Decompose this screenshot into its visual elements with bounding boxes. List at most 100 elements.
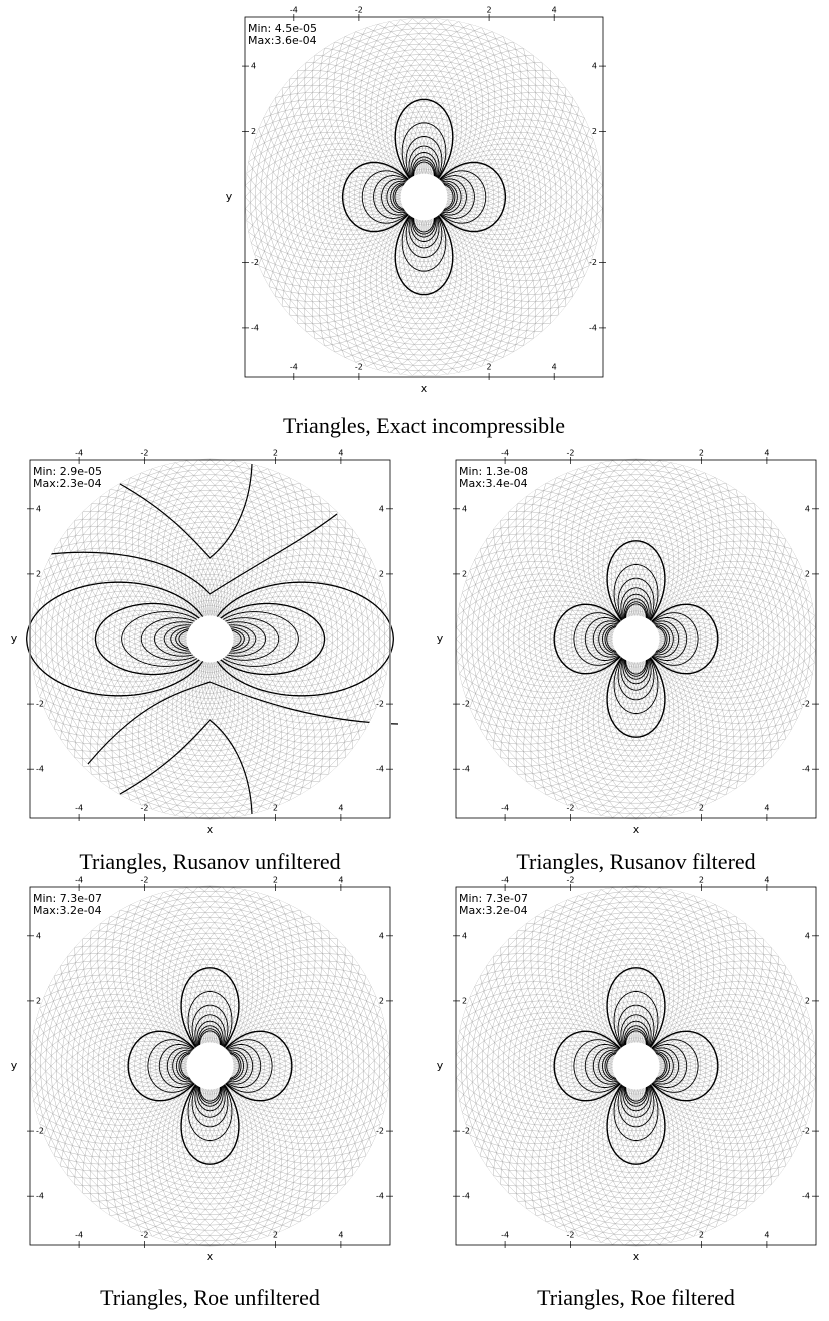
panel: -4 -4 -2 -2 2 2 4 4 4 4 2 2 -2 -2 -4 -4 x y Min: 7.3e-07Ma… <box>437 876 819 1310</box>
contour <box>119 719 253 815</box>
contour <box>147 991 273 1141</box>
contour <box>381 145 467 249</box>
x-tick-label: 4 <box>764 1231 769 1240</box>
x-tick-label: -2 <box>567 1231 575 1240</box>
panel: -4 -4 -2 -2 2 2 4 4 4 4 2 2 -2 -2 -4 -4 x y Min: 1.3e-08Ma… <box>437 449 819 874</box>
x-axis-label: x <box>421 382 428 395</box>
contour <box>573 991 699 1141</box>
contour <box>180 1030 240 1102</box>
max-label: Max:3.2e-04 <box>459 904 528 917</box>
outside-mask <box>455 459 817 819</box>
outside-mask <box>29 459 391 819</box>
y-tick-label: -4 <box>376 765 384 774</box>
y-tick-label: 2 <box>251 127 256 136</box>
contour <box>390 156 458 238</box>
contour <box>604 1028 668 1104</box>
x-tick-label: 4 <box>764 804 769 813</box>
y-tick-label: 4 <box>805 504 810 513</box>
x-tick-label: 2 <box>487 6 492 15</box>
contour <box>598 593 674 685</box>
outside-mask <box>29 886 391 1246</box>
x-axis-label: x <box>207 1250 214 1263</box>
x-tick-label: 4 <box>338 1231 343 1240</box>
frame <box>455 886 817 1246</box>
y-tick-label: -4 <box>802 765 810 774</box>
contour <box>373 136 475 258</box>
y-tick-label: 4 <box>462 504 467 513</box>
y-tick-label: -2 <box>802 1127 810 1136</box>
frame <box>244 16 604 378</box>
x-axis-label: x <box>207 823 214 836</box>
x-tick-label: 2 <box>273 876 278 885</box>
y-tick-label: -2 <box>36 1127 44 1136</box>
y-tick-label: 2 <box>36 996 41 1005</box>
panel: -4 -4 -2 -2 2 2 4 4 4 4 2 2 -2 -2 -4 -4 x y Min: 2.9e-05Ma… <box>11 449 399 874</box>
y-axis-label: y <box>11 1059 18 1072</box>
y-tick-label: 2 <box>805 569 810 578</box>
contour <box>573 564 699 714</box>
y-tick-label: -2 <box>462 1127 470 1136</box>
y-tick-label: 4 <box>805 931 810 940</box>
x-tick-label: 2 <box>273 804 278 813</box>
y-tick-label: 2 <box>36 569 41 578</box>
contour <box>341 98 507 296</box>
x-tick-label: -4 <box>501 876 509 885</box>
contour <box>158 1004 262 1128</box>
x-tick-label: -2 <box>567 876 575 885</box>
y-tick-label: 4 <box>36 931 41 940</box>
contour <box>602 598 670 680</box>
y-tick-label: 4 <box>379 931 384 940</box>
x-tick-label: 2 <box>487 363 492 372</box>
contour <box>584 1004 688 1128</box>
y-tick-label: -2 <box>589 258 597 267</box>
max-label: Max:3.2e-04 <box>33 904 102 917</box>
contour <box>121 611 299 667</box>
y-tick-label: -4 <box>376 1192 384 1201</box>
contour <box>394 161 454 233</box>
contour <box>598 1020 674 1112</box>
x-tick-label: -4 <box>290 6 298 15</box>
contour <box>392 159 456 235</box>
x-tick-label: -4 <box>75 449 83 458</box>
x-axis-label: x <box>633 1250 640 1263</box>
x-tick-label: -4 <box>290 363 298 372</box>
y-tick-label: 4 <box>251 62 256 71</box>
contour <box>166 1014 254 1118</box>
y-tick-label: -2 <box>36 700 44 709</box>
y-tick-label: -4 <box>251 323 259 332</box>
x-tick-label: 4 <box>338 876 343 885</box>
x-tick-label: 4 <box>338 449 343 458</box>
x-tick-label: -2 <box>141 876 149 885</box>
x-tick-label: -4 <box>75 1231 83 1240</box>
x-tick-label: -4 <box>501 1231 509 1240</box>
y-tick-label: 2 <box>462 996 467 1005</box>
min-label: Min: 7.3e-07 <box>33 892 102 905</box>
contour <box>604 601 668 677</box>
contour <box>584 577 688 701</box>
max-label: Max:3.4e-04 <box>459 477 528 490</box>
x-tick-label: -2 <box>567 804 575 813</box>
y-tick-label: 4 <box>379 504 384 513</box>
x-tick-label: 2 <box>699 804 704 813</box>
caption: Triangles, Rusanov unfiltered <box>79 849 340 874</box>
min-label: Min: 7.3e-07 <box>459 892 528 905</box>
contour <box>553 540 719 738</box>
y-tick-label: 2 <box>379 569 384 578</box>
x-tick-label: 4 <box>764 876 769 885</box>
contour <box>49 513 338 595</box>
contour <box>553 967 719 1165</box>
x-tick-label: 2 <box>699 449 704 458</box>
frame <box>455 459 817 819</box>
min-label: Min: 1.3e-08 <box>459 465 528 478</box>
x-tick-label: -2 <box>141 449 149 458</box>
y-tick-label: -2 <box>376 1127 384 1136</box>
caption: Triangles, Roe unfiltered <box>100 1285 320 1310</box>
x-tick-label: -2 <box>567 449 575 458</box>
y-tick-label: -4 <box>462 1192 470 1201</box>
x-tick-label: 2 <box>273 1231 278 1240</box>
y-tick-label: 4 <box>36 504 41 513</box>
contour <box>606 1030 666 1102</box>
y-tick-label: -2 <box>462 700 470 709</box>
x-tick-label: -2 <box>141 804 149 813</box>
x-tick-label: -2 <box>355 363 363 372</box>
